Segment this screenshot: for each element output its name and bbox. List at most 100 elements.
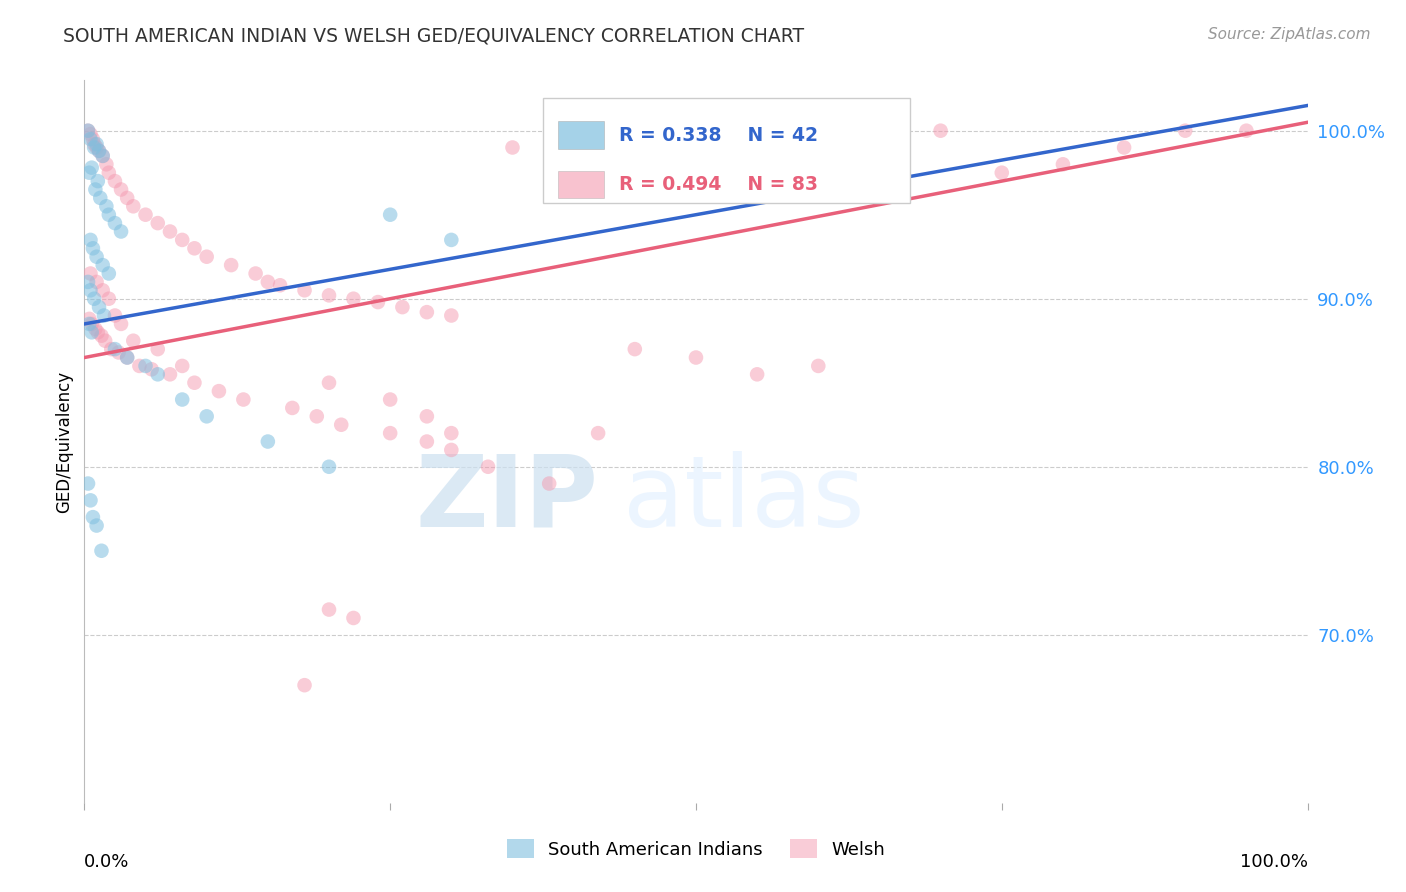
- Point: [83, 137, 105, 152]
- Point: [83, 140, 105, 154]
- Point: [440, 442, 463, 457]
- Point: [380, 208, 402, 222]
- Point: [172, 359, 194, 373]
- Point: [104, 216, 127, 230]
- Point: [929, 124, 952, 138]
- Point: [416, 434, 439, 449]
- Point: [269, 278, 291, 293]
- Point: [91, 283, 114, 297]
- Point: [97, 292, 120, 306]
- Point: [195, 250, 218, 264]
- Point: [146, 216, 169, 230]
- Point: [747, 368, 769, 382]
- Text: 0.0%: 0.0%: [84, 854, 129, 871]
- Point: [318, 602, 340, 616]
- Point: [107, 345, 129, 359]
- Point: [141, 362, 163, 376]
- Point: [86, 250, 108, 264]
- Point: [97, 166, 120, 180]
- Point: [159, 225, 181, 239]
- Point: [172, 233, 194, 247]
- Point: [97, 208, 120, 222]
- Point: [685, 351, 707, 365]
- Point: [440, 233, 463, 247]
- Point: [97, 267, 120, 281]
- Point: [115, 351, 138, 365]
- Point: [135, 208, 157, 222]
- Point: [318, 288, 340, 302]
- Point: [440, 309, 463, 323]
- Point: [84, 182, 107, 196]
- Point: [79, 283, 101, 297]
- Point: [83, 292, 105, 306]
- Point: [122, 199, 145, 213]
- Point: [110, 182, 132, 196]
- Point: [91, 149, 114, 163]
- Point: [80, 326, 103, 340]
- Point: [91, 149, 114, 163]
- Point: [1114, 140, 1136, 154]
- Point: [219, 258, 242, 272]
- Point: [77, 476, 100, 491]
- Point: [146, 342, 169, 356]
- Point: [477, 459, 499, 474]
- Point: [77, 275, 100, 289]
- Point: [77, 166, 100, 180]
- Point: [86, 518, 108, 533]
- Point: [115, 191, 138, 205]
- Point: [86, 137, 108, 152]
- Point: [159, 368, 181, 382]
- Point: [294, 283, 316, 297]
- Point: [232, 392, 254, 407]
- Point: [94, 334, 117, 348]
- Text: R = 0.494    N = 83: R = 0.494 N = 83: [619, 175, 818, 194]
- Point: [100, 342, 122, 356]
- Point: [77, 317, 100, 331]
- Point: [294, 678, 316, 692]
- Point: [245, 267, 267, 281]
- Point: [183, 376, 205, 390]
- Point: [305, 409, 328, 424]
- Text: ZIP: ZIP: [415, 450, 598, 548]
- Point: [90, 328, 112, 343]
- Text: 100.0%: 100.0%: [1240, 854, 1308, 871]
- Point: [391, 300, 413, 314]
- Text: atlas: atlas: [623, 450, 865, 548]
- Point: [79, 267, 101, 281]
- Text: Source: ZipAtlas.com: Source: ZipAtlas.com: [1208, 27, 1371, 42]
- Point: [440, 426, 463, 441]
- Point: [538, 476, 561, 491]
- Point: [380, 392, 402, 407]
- Point: [562, 149, 585, 163]
- Point: [807, 359, 830, 373]
- Point: [195, 409, 218, 424]
- Point: [1174, 124, 1197, 138]
- Point: [146, 368, 169, 382]
- Point: [367, 295, 389, 310]
- Point: [96, 199, 118, 213]
- Point: [110, 317, 132, 331]
- Point: [257, 434, 280, 449]
- FancyBboxPatch shape: [558, 170, 605, 198]
- Point: [82, 132, 104, 146]
- Point: [77, 311, 100, 326]
- Point: [416, 305, 439, 319]
- Point: [87, 300, 110, 314]
- Point: [87, 174, 110, 188]
- Point: [79, 493, 101, 508]
- Point: [104, 342, 127, 356]
- Point: [502, 140, 524, 154]
- Point: [869, 132, 891, 146]
- Point: [104, 309, 127, 323]
- Point: [1236, 124, 1258, 138]
- Point: [624, 342, 647, 356]
- Point: [82, 241, 104, 255]
- Point: [1052, 157, 1074, 171]
- Point: [79, 233, 101, 247]
- Point: [991, 166, 1014, 180]
- Point: [87, 144, 110, 158]
- Point: [80, 161, 103, 175]
- FancyBboxPatch shape: [558, 121, 605, 149]
- Point: [90, 543, 112, 558]
- Text: SOUTH AMERICAN INDIAN VS WELSH GED/EQUIVALENCY CORRELATION CHART: SOUTH AMERICAN INDIAN VS WELSH GED/EQUIV…: [63, 27, 804, 45]
